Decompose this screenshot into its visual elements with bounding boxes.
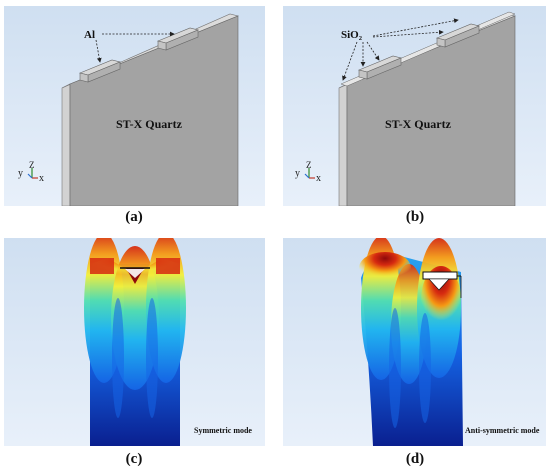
hot-region-right [421, 266, 461, 334]
electrode-2 [436, 23, 480, 48]
substrate-side [338, 83, 348, 207]
substrate-label: ST-X Quartz [116, 117, 183, 131]
panel-c-figure: Symmetric mode [4, 233, 265, 446]
substrate-label: ST-X Quartz [385, 117, 452, 131]
panel-a-label: (a) [125, 209, 143, 225]
layer-label: SiO₂ [341, 29, 363, 41]
annotation-arrow-icon [366, 41, 380, 61]
axis-y: y [295, 168, 300, 179]
panel-d: Anti-symmetric mode (d) [283, 236, 546, 467]
substrate-side [61, 83, 71, 207]
electrode-outline [422, 271, 458, 280]
axis-y: y [18, 168, 23, 179]
mode-label: Symmetric mode [194, 426, 252, 435]
electrode-2 [157, 27, 199, 51]
electrode-1 [358, 55, 402, 80]
axis-x: x [316, 173, 321, 184]
panel-d-label: (d) [405, 451, 425, 467]
panel-c-label: (c) [125, 451, 143, 467]
panel-d-figure: Anti-symmetric mode [283, 236, 546, 446]
mode-label: Anti-symmetric mode [465, 426, 540, 435]
axis-z: Z [29, 160, 35, 170]
panel-b-label: (b) [405, 209, 425, 225]
annotation-arrow-icon [95, 39, 102, 63]
panel-a-figure: Al ST-X Quartz Z y x [4, 6, 265, 207]
axis-x: x [39, 173, 44, 184]
axis-z: Z [306, 160, 312, 170]
axis-triad-icon: Z y x [18, 160, 44, 184]
axis-triad-icon: Z y x [295, 160, 321, 184]
electrode-1 [79, 59, 121, 83]
electrode-label: Al [84, 29, 95, 41]
annotation-arrow-icon [372, 29, 444, 38]
panel-b-figure: SiO₂ ST-X Quartz Z y x [283, 6, 546, 207]
hot-region-left [359, 252, 411, 284]
panel-c: Symmetric mode (c) [4, 233, 265, 467]
panel-a: Al ST-X Quartz Z y x (a) [4, 6, 265, 225]
annotation-arrow-icon [372, 18, 459, 37]
panel-b: SiO₂ ST-X Quartz Z y x (b) [283, 6, 546, 225]
